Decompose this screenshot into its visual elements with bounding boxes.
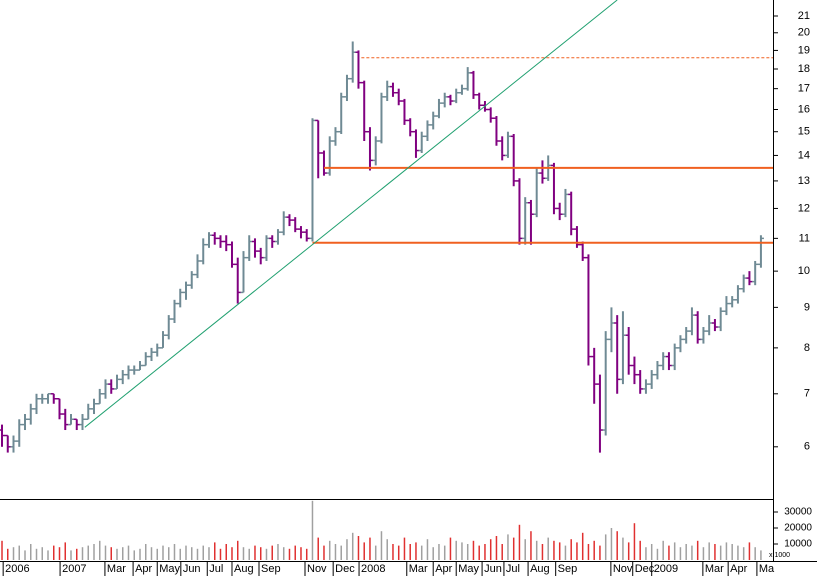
x-tick-label: Sep	[558, 563, 578, 575]
y-tick-label: 18	[798, 63, 810, 75]
x-tick-label: Ma	[759, 563, 775, 575]
y-tick-label: 8	[804, 342, 810, 354]
y-tick-label: 9	[804, 301, 810, 313]
y-tick-label: 17	[798, 83, 810, 95]
x-tick-label: Sep	[261, 563, 281, 575]
x-tick-label: Apr	[730, 563, 747, 575]
x-tick-label: Jul	[209, 563, 223, 575]
x-tick-label: Mar	[409, 563, 428, 575]
volume-tick-label: 30000	[784, 507, 812, 518]
x-tick-label: Jul	[506, 563, 520, 575]
volume-tick-label: 20000	[784, 523, 812, 534]
x-tick-label: Dec	[335, 563, 355, 575]
x-tick-label: Aug	[530, 563, 550, 575]
y-tick-label: 15	[798, 126, 810, 138]
x-tick-label: Nov	[613, 563, 633, 575]
y-tick-label: 20	[798, 27, 810, 39]
x-tick-label: Apr	[135, 563, 152, 575]
y-tick-label: 11	[799, 232, 810, 244]
volume-unit: x 1000	[769, 552, 790, 559]
y-tick-label: 10	[798, 265, 810, 277]
y-tick-label: 6	[804, 441, 810, 453]
x-tick-label: Dec	[635, 563, 655, 575]
x-tick-label: 2006	[5, 563, 29, 575]
volume-tick-label: 10000	[784, 539, 812, 550]
x-tick-label: May	[159, 563, 180, 575]
y-tick-label: 14	[798, 149, 810, 161]
y-tick-label: 19	[798, 44, 810, 56]
x-tick-label: 2007	[62, 563, 86, 575]
x-tick-label: 2008	[361, 563, 385, 575]
y-tick-label: 21	[798, 10, 810, 22]
y-tick-label: 12	[798, 202, 810, 214]
x-tick-label: Mar	[705, 563, 724, 575]
x-tick-label: Jun	[484, 563, 502, 575]
x-tick-label: Aug	[234, 563, 254, 575]
x-tick-label: 2009	[654, 563, 678, 575]
x-tick-label: Nov	[307, 563, 327, 575]
x-tick-label: Jun	[183, 563, 201, 575]
trend-line	[84, 0, 618, 428]
x-tick-label: Apr	[435, 563, 452, 575]
x-tick-label: Mar	[107, 563, 126, 575]
y-tick-label: 7	[804, 388, 810, 400]
y-tick-label: 16	[798, 103, 810, 115]
y-tick-label: 13	[798, 175, 810, 187]
x-tick-label: May	[458, 563, 479, 575]
